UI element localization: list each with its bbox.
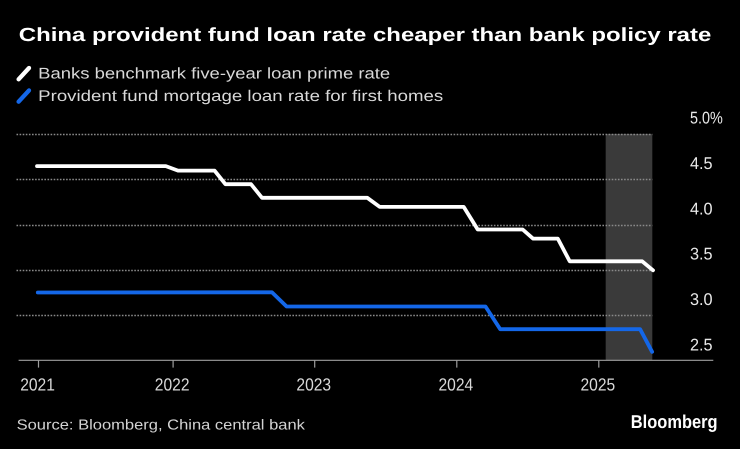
svg-text:2023: 2023 [296, 374, 331, 394]
svg-text:4.0: 4.0 [690, 200, 713, 219]
svg-text:Banks benchmark five-year loan: Banks benchmark five-year loan prime rat… [38, 66, 390, 83]
svg-text:4.5: 4.5 [690, 154, 713, 173]
svg-text:5.0%: 5.0% [690, 109, 723, 128]
svg-text:2024: 2024 [439, 374, 474, 394]
svg-text:Source: Bloomberg, China centr: Source: Bloomberg, China central bank [17, 417, 306, 433]
svg-text:2021: 2021 [20, 374, 55, 394]
svg-text:China provident fund loan rate: China provident fund loan rate cheaper t… [19, 25, 712, 46]
svg-text:2.5: 2.5 [690, 335, 713, 354]
svg-text:2025: 2025 [581, 374, 616, 394]
svg-text:3.0: 3.0 [690, 290, 713, 309]
svg-text:Provident fund mortgage loan r: Provident fund mortgage loan rate for fi… [38, 88, 443, 105]
svg-text:Bloomberg: Bloomberg [631, 411, 718, 432]
svg-text:2022: 2022 [155, 374, 190, 394]
svg-text:3.5: 3.5 [690, 245, 713, 264]
